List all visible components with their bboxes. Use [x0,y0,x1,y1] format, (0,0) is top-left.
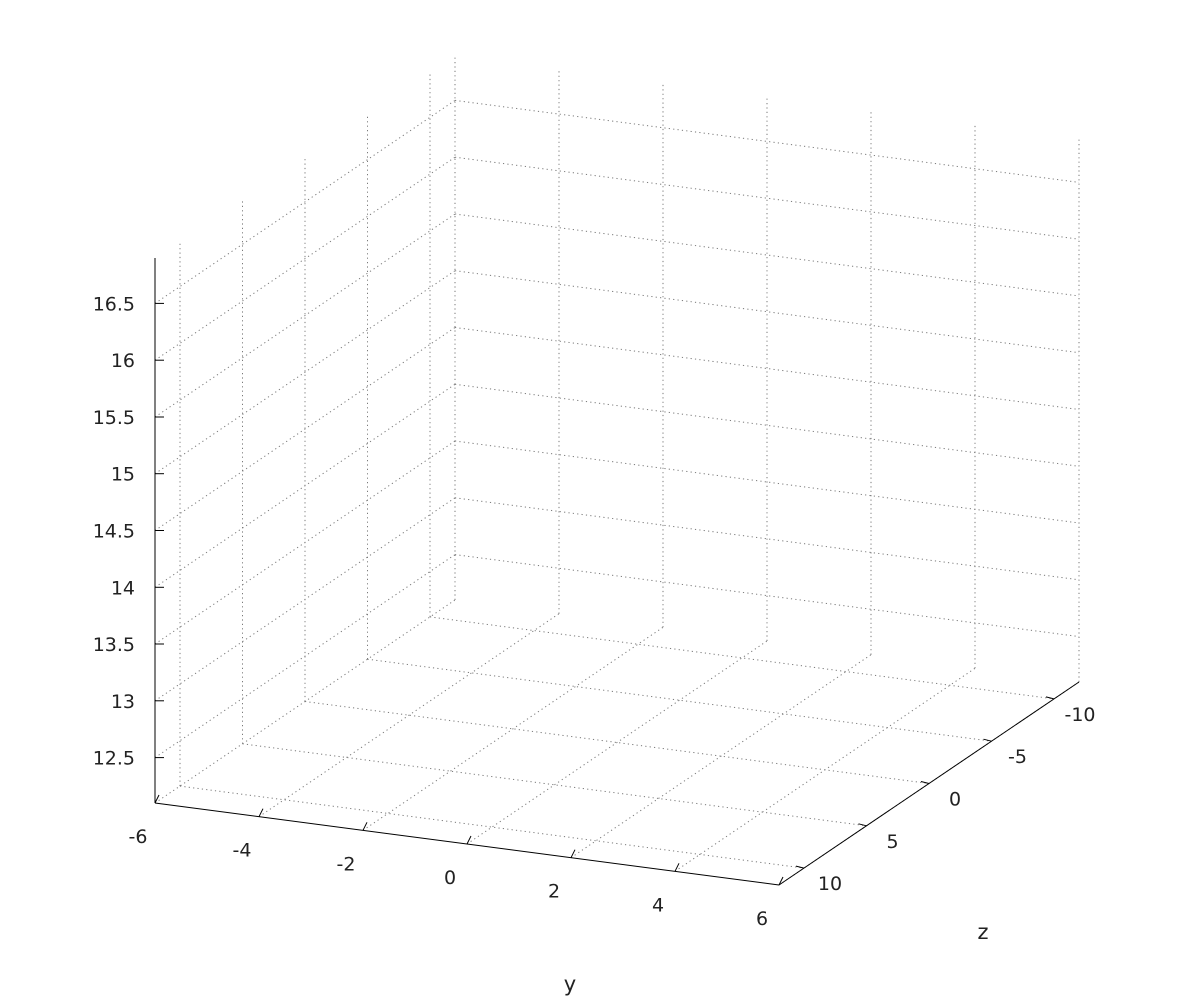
grid-line [429,616,1055,700]
x-tick-label: 4 [652,894,664,916]
grid-line [154,156,456,361]
x-tick-mark [154,794,160,804]
grid-line [304,701,930,784]
grid-line [154,270,456,475]
y-tick-label: 10 [818,873,842,895]
value-tick-label: 15 [111,464,135,486]
grid-line [454,554,1080,638]
grid-line [154,554,456,759]
x-tick-mark [362,822,368,831]
grid-line [454,213,1080,297]
axes [154,258,1080,886]
grid-line [454,440,1080,524]
grid-line [570,654,872,859]
grid-line [242,743,867,827]
value-tick-label: 13 [111,691,135,713]
y-axis-label: z [977,920,988,944]
grid-line [154,497,456,702]
value-tick-label: 16 [111,350,135,372]
value-tick-label: 16.5 [93,293,135,315]
x-tick-label: -6 [129,826,148,848]
y-tick-label: -5 [1008,746,1027,768]
y-tick-label: 0 [949,789,961,811]
grid-line [154,440,456,645]
y-tick-mark [1045,696,1055,700]
value-tick-label: 14 [111,577,135,599]
y-tick-label: 5 [886,831,898,853]
value-tick-label: 14.5 [93,521,135,543]
y-tick-label: -10 [1064,704,1095,726]
x-tick-label: 0 [444,867,456,889]
value-tick-label: 15.5 [93,407,135,429]
grid-line [258,613,560,818]
x-tick-mark [778,876,784,886]
value-tick-label: 13.5 [93,634,135,656]
x-tick-label: -4 [233,840,252,862]
grid-line [454,99,1080,183]
grid-line [454,270,1080,354]
x-tick-label: -2 [337,853,356,875]
grid-line [454,156,1080,240]
grid-line [154,213,456,418]
x-axis-label: y [564,972,576,996]
value-tick-label: 12.5 [93,748,135,770]
x-tick-mark [674,863,680,872]
grid-line [454,383,1080,467]
x-tick-mark [570,849,576,858]
grid-lines [154,55,1080,886]
y-tick-mark [858,823,867,827]
grid-line [454,327,1080,410]
grid-line [154,99,456,304]
grid-line [466,640,768,845]
tick-labels: 12.5 13 13.5 14 14.5 15 15.5 16 16.5 -6 -4 -2 0 2 4 6 -1… [93,293,1096,930]
x-tick-mark [258,808,264,817]
x-tick-label: 6 [756,908,768,930]
y-tick-mark [795,865,805,869]
y-tick-mark [920,781,930,784]
grid-line [154,383,456,588]
x-tick-label: 2 [548,881,560,903]
grid-line [367,658,992,742]
grid-line [454,497,1080,581]
y-tick-mark [983,738,992,742]
grid-line [154,327,456,531]
x-tick-mark [466,835,472,845]
grid-line [362,626,664,831]
grid-line [179,785,805,869]
